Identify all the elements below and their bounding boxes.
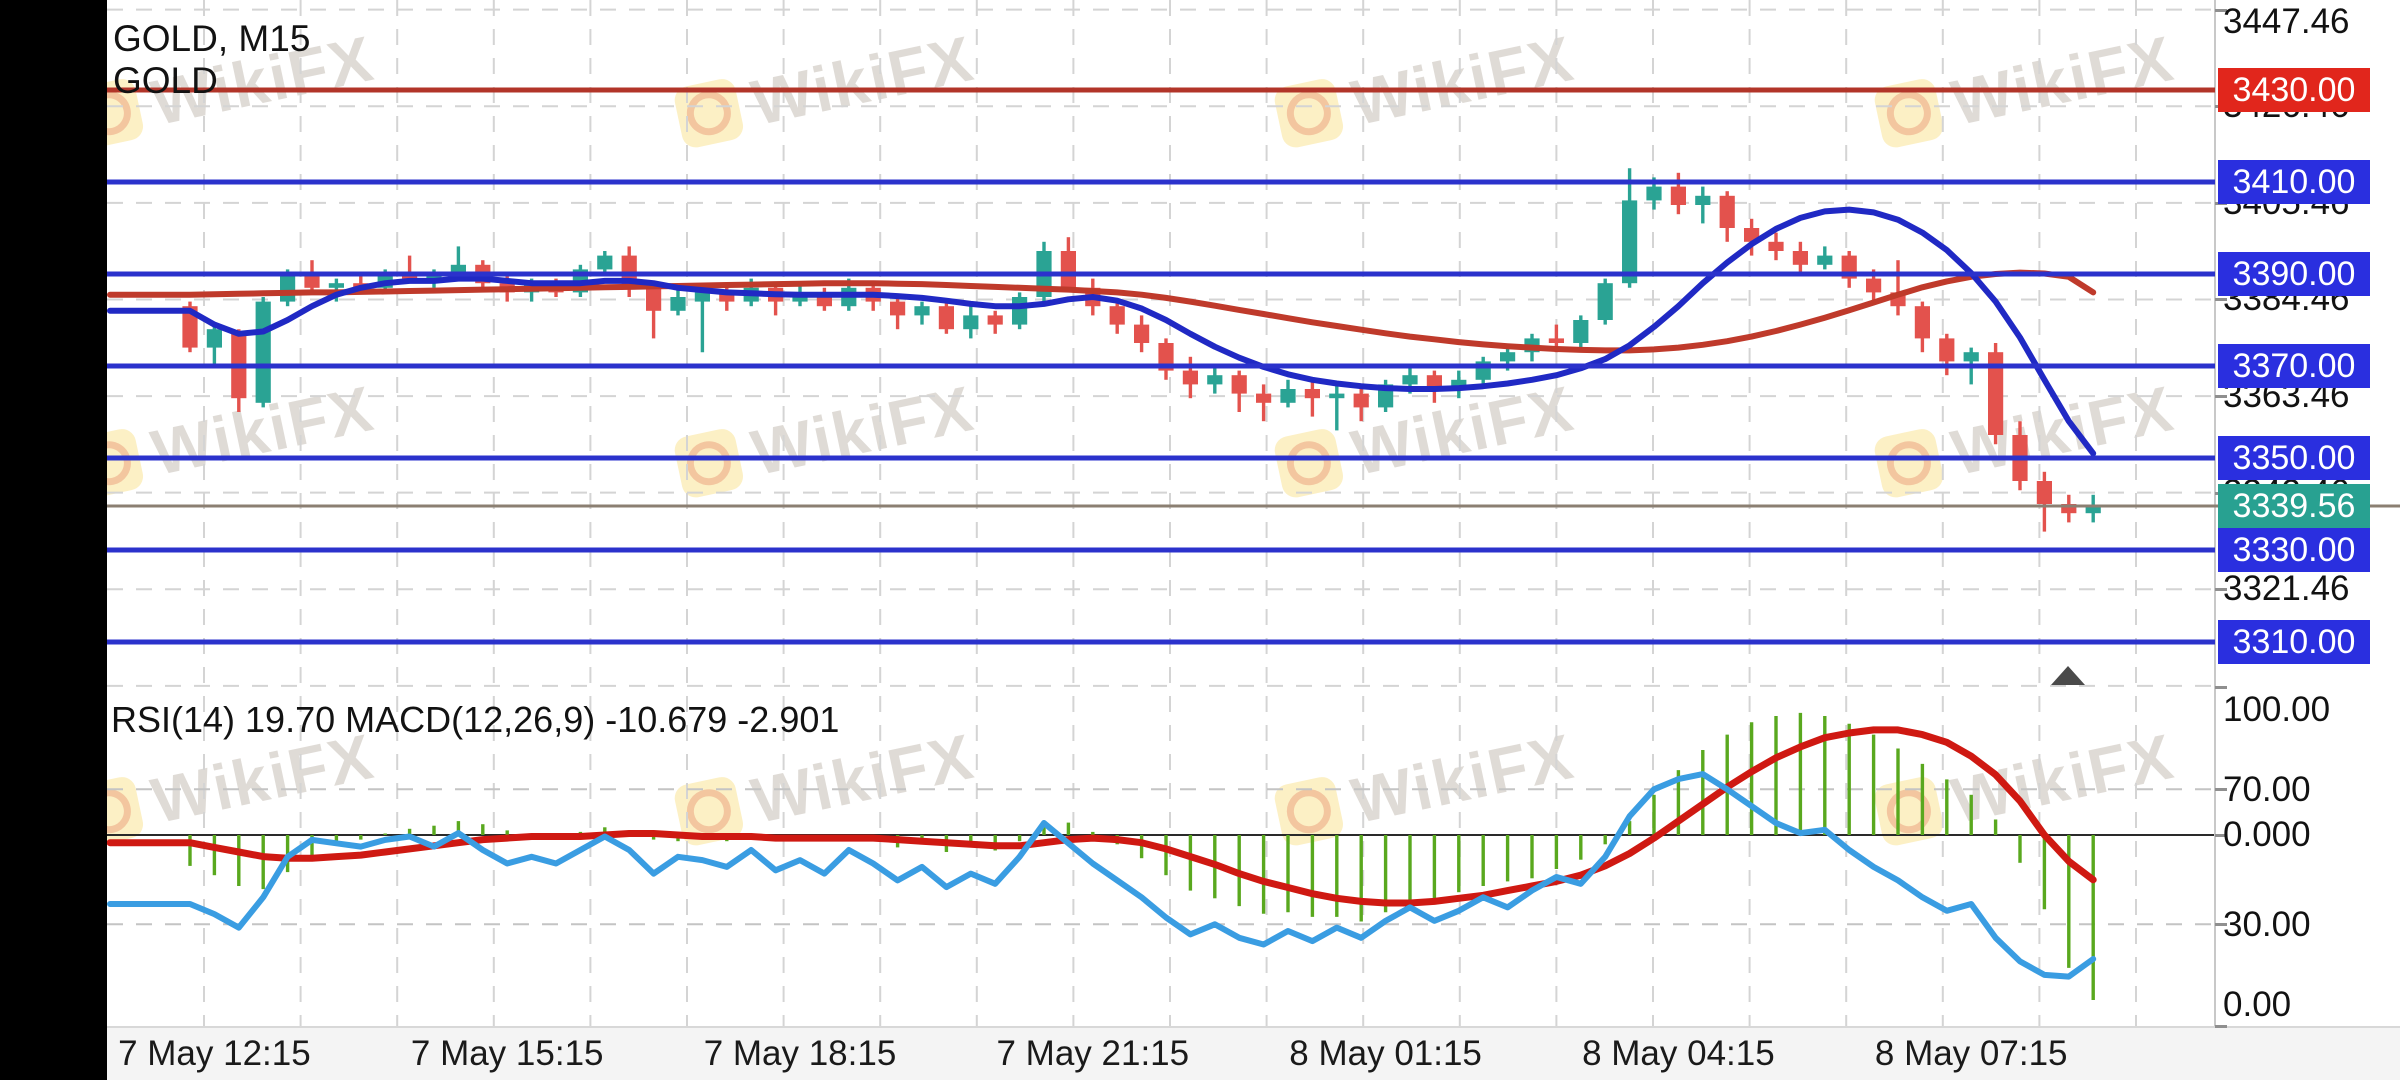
price-level-badge: 3390.00 [2218, 252, 2370, 296]
time-axis-label: 7 May 18:15 [703, 1034, 897, 1073]
price-axis-label: 3321.46 [2223, 569, 2350, 609]
price-axis-label: 3447.46 [2223, 2, 2350, 41]
time-axis-label: 7 May 15:15 [410, 1034, 604, 1073]
price-level-badge: 3310.00 [2218, 620, 2370, 664]
indicator-axis-tick [2215, 1025, 2227, 1028]
price-axis-tick [2215, 395, 2227, 399]
time-axis-label: 7 May 21:15 [996, 1034, 1190, 1073]
scroll-to-latest-icon[interactable] [2051, 666, 2085, 685]
indicator-axis-label: 0.000 [2223, 815, 2311, 854]
price-level-badge: 3370.00 [2218, 344, 2370, 388]
indicator-axis-tick [2215, 788, 2227, 791]
time-axis-label: 8 May 01:15 [1289, 1034, 1482, 1073]
price-level-badge: 3430.00 [2218, 68, 2370, 112]
price-level-badge: 3330.00 [2218, 528, 2370, 572]
time-axis-label: 8 May 04:15 [1582, 1034, 1775, 1073]
time-axis-background [107, 1027, 2400, 1080]
indicator-axis-tick [2215, 686, 2227, 689]
symbol-name-label: GOLD [113, 60, 218, 101]
current-price-badge: 3339.56 [2218, 484, 2370, 529]
indicator-axis-label: 0.00 [2223, 985, 2292, 1024]
price-axis-tick [2215, 588, 2227, 592]
indicator-axis-tick [2215, 923, 2227, 926]
indicator-axis-tick [2215, 834, 2227, 837]
symbol-timeframe-label: GOLD, M15 [113, 18, 311, 59]
time-axis-label: 8 May 07:15 [1874, 1034, 2068, 1073]
time-axis-label: 7 May 12:15 [118, 1034, 311, 1073]
price-axis-tick [2215, 8, 2227, 12]
price-level-badge: 3350.00 [2218, 436, 2370, 480]
left-letterbox-bar [0, 0, 107, 1080]
price-axis-tick [2215, 298, 2227, 302]
indicator-values-label: RSI(14) 19.70 MACD(12,26,9) -10.679 -2.9… [111, 699, 840, 740]
price-level-badge: 3410.00 [2218, 160, 2370, 204]
indicator-axis-label: 70.00 [2223, 770, 2311, 809]
indicator-axis-label: 100.00 [2223, 690, 2331, 729]
indicator-axis-label: 30.00 [2223, 905, 2311, 944]
